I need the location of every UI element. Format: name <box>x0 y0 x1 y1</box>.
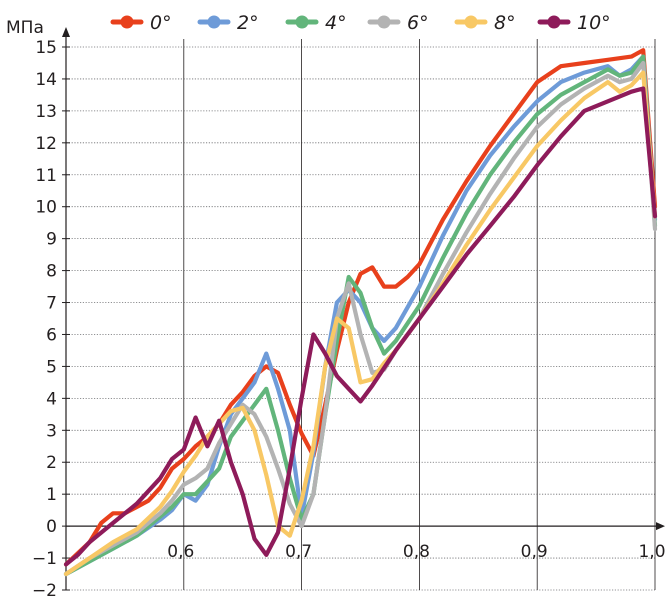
legend-marker <box>207 15 221 29</box>
y-tick-label: 15 <box>35 38 57 58</box>
y-tick-label: 5 <box>46 357 57 377</box>
legend-label: 10° <box>577 12 611 34</box>
y-tick-label: 6 <box>46 325 57 345</box>
y-tick-label: 4 <box>46 389 57 409</box>
y-tick-label: 14 <box>35 70 57 90</box>
axes <box>62 27 665 591</box>
x-tick-label: 0,7 <box>285 542 312 562</box>
x-tick-label: 1,0 <box>638 542 665 562</box>
y-axis-arrow <box>62 27 70 37</box>
y-tick-label: 10 <box>35 198 57 218</box>
series-line-3 <box>63 60 658 577</box>
gridlines <box>66 39 656 591</box>
y-tick-label: 7 <box>46 294 57 314</box>
legend-label: 2° <box>237 12 259 34</box>
y-tick-label: 8 <box>46 262 57 282</box>
legend-marker <box>464 15 478 29</box>
y-axis-label: МПа <box>6 18 44 38</box>
y-tick-label: 1 <box>46 485 57 505</box>
x-tick-label: 0,9 <box>521 542 548 562</box>
y-tick-label: −1 <box>32 549 57 569</box>
legend-marker <box>295 15 309 29</box>
x-tick-label: 0,8 <box>403 542 430 562</box>
y-tick-label: 2 <box>46 453 57 473</box>
series-layer <box>63 48 658 577</box>
x-axis-arrow <box>656 522 665 531</box>
series-line-4 <box>63 70 658 577</box>
legend-marker <box>547 15 561 29</box>
legend-label: 6° <box>407 12 429 34</box>
y-tick-label: 11 <box>35 166 57 186</box>
series-line-5 <box>63 86 658 567</box>
legend-marker <box>377 15 391 29</box>
legend: 0° 2° 4° 6° 8° 10° <box>110 12 611 34</box>
legend-label: 4° <box>325 12 347 34</box>
y-tick-label: 9 <box>46 230 57 250</box>
x-tick-labels: 0,6 0,7 0,8 0,9 1,0 <box>167 542 665 562</box>
y-tick-label: −2 <box>32 581 57 599</box>
legend-label: 8° <box>494 12 516 34</box>
legend-marker <box>120 15 134 29</box>
y-tick-label: 12 <box>35 134 57 154</box>
y-tick-label: 0 <box>46 517 57 537</box>
legend-label: 0° <box>150 12 172 34</box>
x-tick-label: 0,6 <box>167 542 194 562</box>
y-tick-label: 13 <box>35 102 57 122</box>
y-tick-label: 3 <box>46 421 57 441</box>
